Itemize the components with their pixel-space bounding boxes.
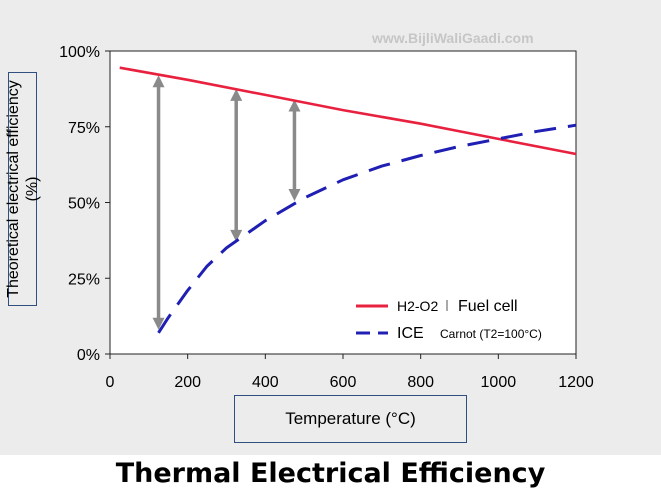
x-tick-label: 0 (106, 374, 115, 391)
efficiency-gap-arrow (288, 99, 301, 201)
efficiency-chart: 0% 25% 50% 75% 100% 0 200 400 600 800 1000 1200 H2… (59, 44, 594, 391)
figure-caption: Thermal Electrical Efficiency (115, 458, 546, 489)
watermark: www.BijliWaliGaadi.com (372, 30, 534, 46)
efficiency-gap-arrow (152, 75, 165, 330)
y-tick-label: 100% (59, 44, 100, 61)
y-tick-label: 0% (77, 347, 100, 364)
fuel-cell-line (119, 66, 577, 156)
x-axis-label-box: Temperature (°C) (234, 395, 467, 443)
legend-box (349, 291, 575, 351)
y-tick-label: 50% (68, 196, 100, 213)
x-tick-label: 1200 (558, 374, 594, 391)
x-tick-label: 600 (330, 374, 357, 391)
x-tick-label: 800 (407, 374, 434, 391)
legend: H2-O2 Fuel cell ICE Carnot (T2=100°C) (349, 291, 575, 351)
x-tick-label: 200 (174, 374, 201, 391)
legend-label-extra: Carnot (T2=100°C) (440, 327, 542, 341)
x-tick-label: 1000 (481, 374, 517, 391)
legend-label: H2-O2 (397, 298, 438, 314)
x-axis-label: Temperature (°C) (285, 409, 416, 428)
y-axis-label: Theoretical electrical efficiency (%) (4, 80, 41, 298)
x-tick-label: 400 (252, 374, 279, 391)
legend-label-extra: Fuel cell (458, 298, 518, 315)
y-tick-label: 25% (68, 271, 100, 288)
legend-label: ICE (397, 325, 424, 342)
efficiency-gap-arrow (230, 88, 243, 242)
ice-carnot-line (157, 123, 577, 334)
y-axis-label-box: Theoretical electrical efficiency (%) (5, 72, 41, 306)
y-tick-label: 75% (68, 120, 100, 137)
